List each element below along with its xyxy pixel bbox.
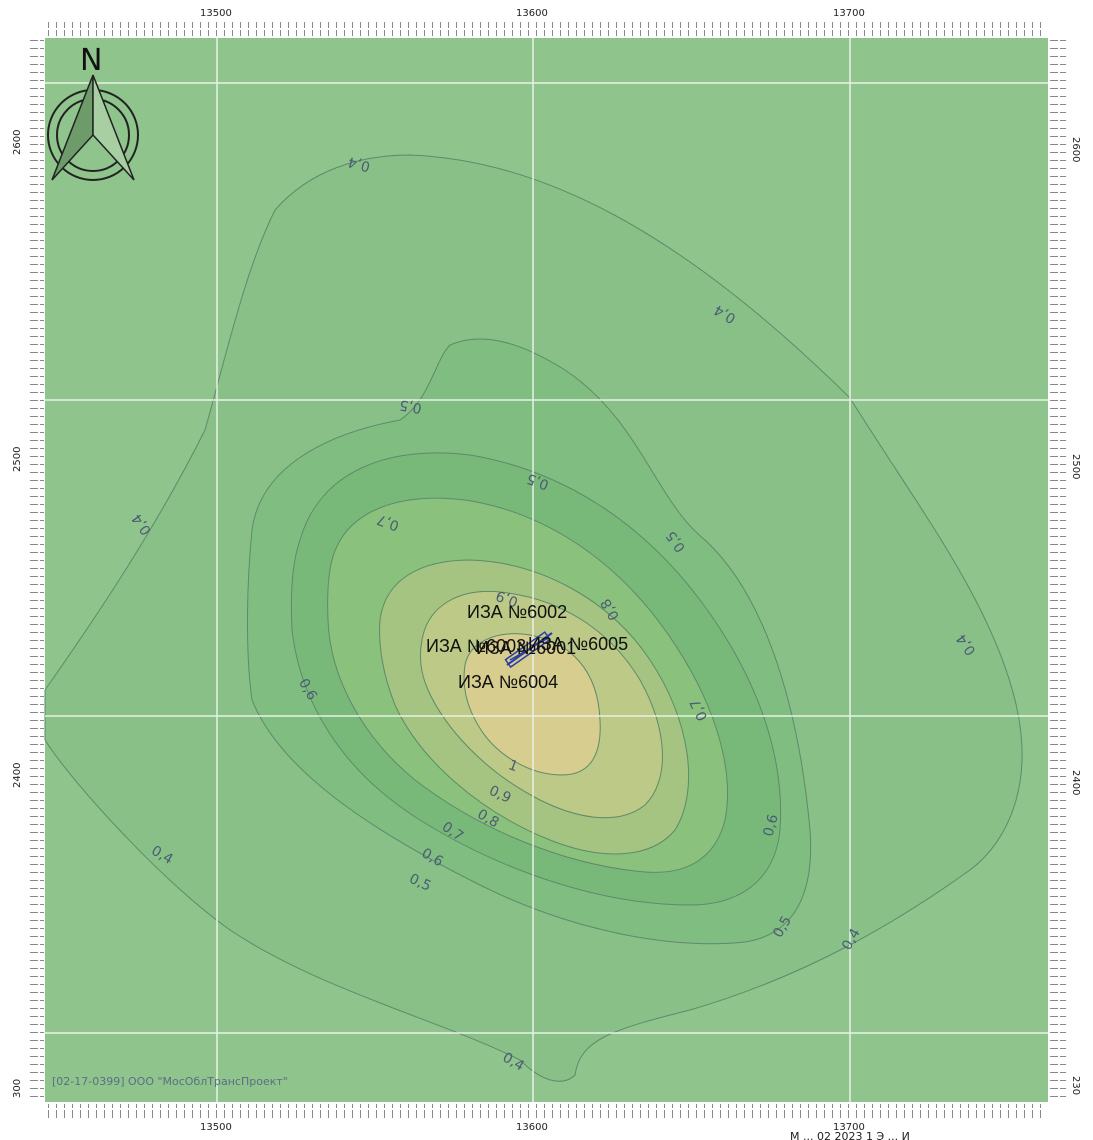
tick-label: 2400 [1070,770,1081,795]
source-6001-line [509,637,549,661]
contour-label: 0,9 [494,587,520,610]
tick-label: 13500 [200,1122,232,1133]
tick-label: 300 [12,1079,23,1098]
tick-label: 2400 [12,763,23,788]
contour-label: 0,5 [525,470,551,493]
tick-label: 13700 [833,8,865,19]
source-label: ИЗА №6003 [426,636,526,656]
tick-label: 13600 [516,8,548,19]
credit-text: [02-17-0399] ООО "МосОблТрансПроект" [52,1075,288,1088]
tick-label: 2600 [12,130,23,155]
grid [45,38,1048,1102]
tick-label: 2500 [12,447,23,472]
footer-text: М ... 02 2023 1 Э ... И [790,1130,910,1140]
zone-1 [463,633,601,776]
bottom-tick-strip [45,1104,1048,1118]
contour-label: 0,7 [375,511,401,534]
emission-sources: ИЗА №6002 ИЗА №6003 ИЗА №6005 ИЗА №6001 … [426,602,628,692]
tick-label: 230 [1070,1076,1081,1095]
tick-label: 13500 [200,8,232,19]
y-axis-left: 2600 2500 2400 300 [12,130,23,1098]
left-tick-strip [28,38,44,1102]
map-area: 0,4 0,4 0,4 0,4 0,4 0,4 0,4 0,5 0,5 0,5 … [44,38,1048,1102]
contour-label: 0,6 [761,813,782,839]
north-letter: N [80,43,102,78]
contour-label: 0,5 [398,396,423,416]
tick-label: 2500 [1070,454,1081,479]
source-label: ИЗА №6005 [528,634,628,654]
north-arrow-icon: N [47,43,139,181]
right-tick-strip [1050,38,1066,1102]
source-label: ИЗА №6001 [476,638,576,658]
x-axis-top: 13500 13600 13700 [200,8,865,19]
top-tick-strip [45,22,1048,36]
source-label: ИЗА №6002 [467,602,567,622]
tick-label: 2600 [1070,137,1081,162]
y-axis-right: 2600 2500 2400 230 [1070,137,1081,1095]
x-axis-bottom: 13500 13600 13700 [200,1122,865,1133]
source-label: ИЗА №6004 [458,672,558,692]
contour-label: 0,4 [346,153,372,174]
tick-label: 13600 [516,1122,548,1133]
source-6005-rect [504,631,551,669]
tick-label: 13700 [833,1122,865,1133]
